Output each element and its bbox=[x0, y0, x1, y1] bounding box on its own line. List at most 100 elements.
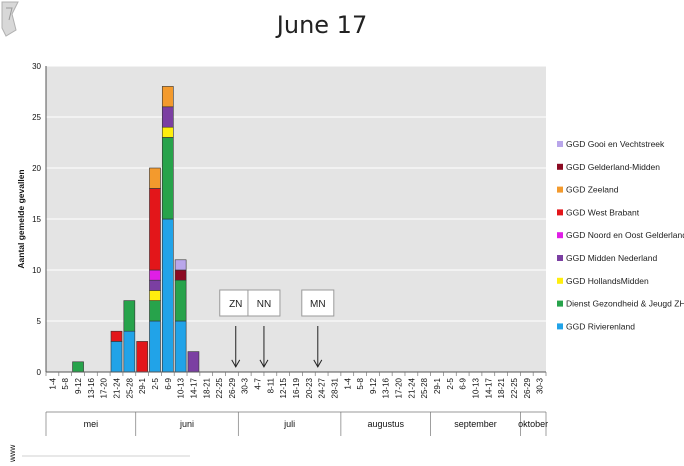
x-tick-label: 24-27 bbox=[318, 377, 327, 398]
bar-segment bbox=[123, 330, 136, 373]
x-tick-label: 5-8 bbox=[61, 377, 70, 389]
x-tick-label: 2-5 bbox=[151, 377, 160, 389]
bar-segment bbox=[174, 269, 187, 281]
x-tick-label: 30-3 bbox=[241, 377, 250, 394]
bar-segment bbox=[149, 300, 161, 322]
legend-swatch bbox=[557, 163, 563, 170]
x-tick-label: 16-19 bbox=[292, 377, 301, 398]
y-tick-label: 0 bbox=[37, 368, 42, 377]
x-tick-label: 29-1 bbox=[433, 377, 442, 394]
legend-swatch bbox=[557, 186, 563, 193]
logo-corner-icon bbox=[1, 1, 19, 37]
bar-segment bbox=[174, 320, 187, 373]
y-axis-label: Aantal gemelde gevallen bbox=[16, 169, 26, 268]
annotation-box bbox=[219, 289, 253, 317]
annotation-label: NN bbox=[257, 299, 271, 310]
x-tick-label: 26-29 bbox=[228, 377, 237, 398]
axes bbox=[45, 66, 547, 436]
bar-segment bbox=[174, 279, 187, 322]
bar-segment bbox=[161, 218, 174, 373]
bar-segment bbox=[123, 300, 136, 332]
legend-label: GGD Midden Nederland bbox=[566, 253, 657, 263]
x-tick-label: 2-5 bbox=[446, 377, 455, 389]
x-tick-label: 25-28 bbox=[125, 377, 134, 398]
y-tick-label: 25 bbox=[32, 113, 41, 122]
legend-swatch bbox=[557, 232, 563, 239]
x-tick-label: 4-7 bbox=[254, 377, 263, 389]
slide-title: June 17 bbox=[275, 11, 367, 39]
x-tick-label: 20-23 bbox=[305, 377, 314, 398]
legend-label: GGD HollandsMidden bbox=[566, 276, 649, 286]
legend-swatch bbox=[557, 277, 563, 284]
annotation: NN bbox=[247, 289, 281, 368]
x-tick-label: 13-16 bbox=[87, 377, 96, 398]
x-tick-label: 10-13 bbox=[471, 377, 480, 398]
x-tick-label: 8-11 bbox=[266, 377, 275, 393]
legend-swatch bbox=[557, 141, 563, 147]
x-tick-label: 9-12 bbox=[369, 377, 378, 394]
month-label: september bbox=[454, 419, 497, 429]
x-tick-label: 14-17 bbox=[484, 377, 493, 398]
bar-segment bbox=[149, 269, 161, 281]
month-label: juli bbox=[283, 419, 295, 429]
x-tick-label: 12-15 bbox=[279, 377, 288, 398]
x-tick-label: 17-20 bbox=[395, 377, 404, 398]
bar-segment bbox=[161, 86, 174, 108]
x-tick-label: 1-4 bbox=[48, 377, 57, 389]
x-tick-label: 13-16 bbox=[382, 377, 391, 398]
bar-segment bbox=[136, 341, 148, 373]
x-tick-label: 22-25 bbox=[510, 377, 519, 398]
x-tick-label: 30-3 bbox=[536, 377, 545, 394]
month-label: augustus bbox=[367, 419, 404, 429]
annotation-box bbox=[247, 289, 281, 317]
legend-label: GGD Noord en Oost Gelderland bbox=[566, 230, 684, 240]
x-tick-label: 10-13 bbox=[177, 377, 186, 398]
bar-segment bbox=[187, 351, 200, 373]
annotation: ZN bbox=[219, 289, 253, 368]
bar-segment bbox=[161, 137, 174, 220]
x-tick-label: 1-4 bbox=[343, 377, 352, 389]
legend-swatch bbox=[557, 209, 563, 216]
legend-swatch bbox=[557, 300, 563, 307]
x-tick-label: 9-12 bbox=[74, 377, 83, 394]
y-tick-label: 5 bbox=[37, 317, 42, 326]
x-tick-label: 18-21 bbox=[497, 377, 506, 398]
x-tick-label: 18-21 bbox=[202, 377, 211, 398]
x-tick-label: 22-25 bbox=[215, 377, 224, 398]
x-tick-label: 21-24 bbox=[407, 377, 416, 398]
bar-stacks bbox=[72, 86, 200, 373]
month-label: oktober bbox=[518, 419, 548, 429]
y-tick-label: 10 bbox=[32, 266, 41, 275]
bar-segment bbox=[149, 279, 161, 291]
legend-label: GGD Gelderland-Midden bbox=[566, 162, 660, 172]
x-tick-label: 25-28 bbox=[420, 377, 429, 398]
legend-label: GGD Gooi en Vechtstreek bbox=[566, 139, 665, 149]
annotation-box bbox=[301, 289, 335, 317]
x-tick-label: 5-8 bbox=[356, 377, 365, 389]
bar-segment bbox=[149, 188, 161, 271]
annotation-arrowhead bbox=[259, 359, 269, 368]
bar-segment bbox=[161, 126, 174, 138]
month-label: juni bbox=[179, 419, 194, 429]
legend-swatch bbox=[557, 323, 563, 330]
y-tick-label: 15 bbox=[32, 215, 41, 224]
x-tick-label: 17-20 bbox=[100, 377, 109, 398]
y-tick-labels: 0 5 10 15 20 25 30 bbox=[32, 62, 41, 377]
annotation-label: MN bbox=[310, 299, 326, 310]
legend: GGD Gooi en Vechtstreek GGD Gelderland-Mi… bbox=[557, 139, 684, 331]
footer-mark-text: www bbox=[8, 444, 17, 463]
legend-label: GGD West Brabant bbox=[566, 207, 640, 217]
bar-segment bbox=[72, 361, 84, 373]
bar-segment bbox=[149, 320, 161, 373]
bar-segment bbox=[110, 330, 123, 342]
x-tick-label: 6-9 bbox=[164, 377, 173, 389]
x-tick-label: 14-17 bbox=[189, 377, 198, 398]
annotation-arrowhead bbox=[313, 359, 323, 368]
bar-segment bbox=[149, 290, 161, 301]
x-tick-label: 6-9 bbox=[459, 377, 468, 389]
y-tick-label: 20 bbox=[32, 164, 41, 173]
legend-label: GGD Rivierenland bbox=[566, 321, 635, 331]
annotation-arrowhead bbox=[231, 359, 241, 368]
x-tick-label: 28-31 bbox=[330, 377, 339, 398]
